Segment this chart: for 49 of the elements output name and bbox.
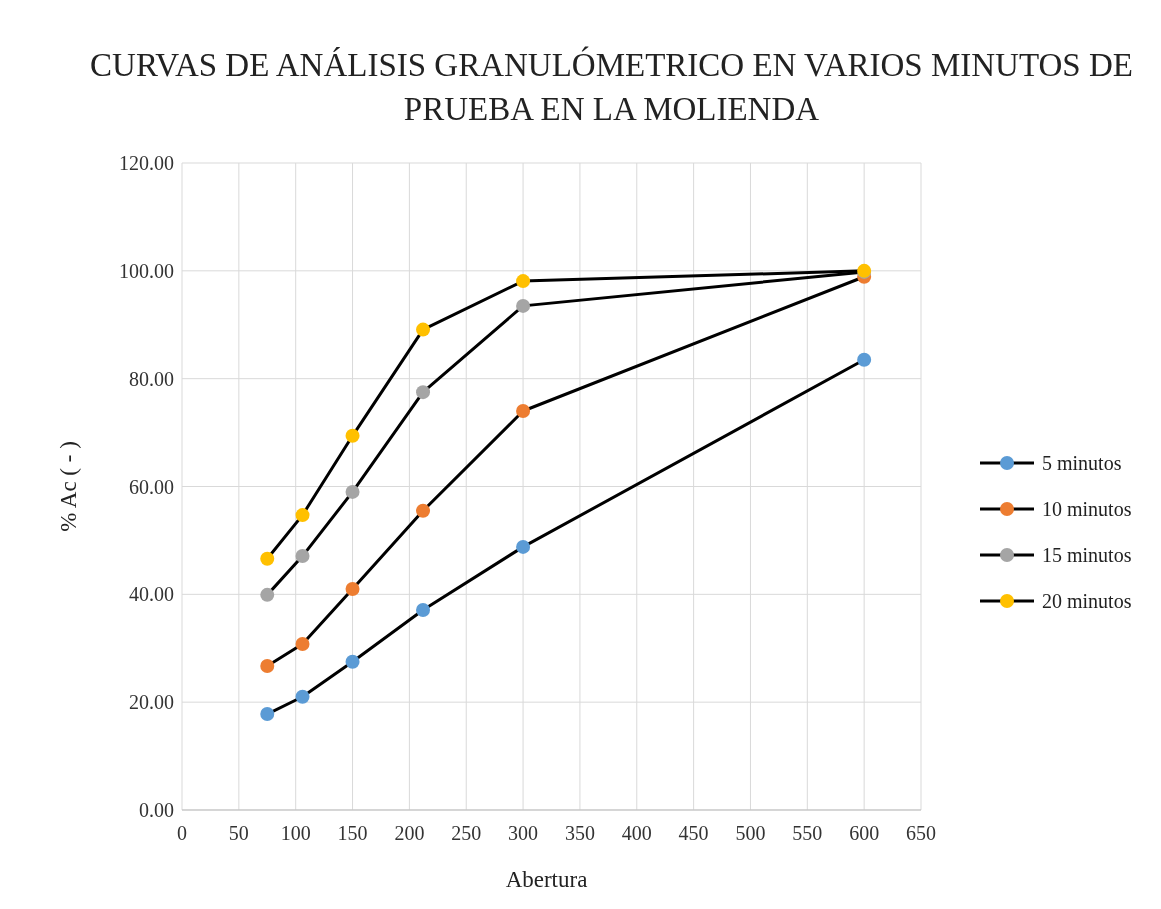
x-tick-label: 150	[337, 822, 368, 844]
y-tick-label: 20.00	[129, 691, 174, 714]
point	[295, 508, 310, 523]
x-tick-label: 450	[678, 822, 709, 844]
point	[345, 428, 360, 443]
point	[260, 551, 275, 566]
x-axis-title: Abertura	[505, 867, 588, 892]
point	[345, 581, 360, 596]
point	[516, 298, 531, 313]
y-tick-label: 100.00	[119, 259, 174, 282]
point	[295, 549, 310, 564]
point	[516, 274, 531, 289]
y-tick-label: 40.00	[129, 583, 174, 606]
point	[516, 539, 531, 554]
x-tick-label: 200	[394, 822, 425, 844]
point	[857, 352, 872, 367]
point	[345, 654, 360, 669]
point	[416, 503, 431, 518]
legend-label: 5 minutos	[1042, 452, 1122, 474]
x-tick-label: 250	[451, 822, 482, 844]
y-tick-label: 60.00	[129, 475, 174, 498]
y-tick-label: 0.00	[139, 799, 174, 821]
x-tick-label: 300	[508, 822, 539, 844]
point	[345, 484, 360, 499]
x-tick-label: 650	[906, 822, 936, 844]
point	[416, 322, 431, 337]
x-tick-label: 600	[849, 822, 880, 844]
y-axis-title: % Ac ( - )	[56, 441, 81, 532]
point	[260, 707, 275, 722]
chart-title: CURVAS DE ANÁLISIS GRANULÓMETRICO EN VARIOS MINUTOS DE PRUEBA EN LA MOLIENDA	[90, 46, 1133, 127]
x-tick-label: 0	[177, 822, 187, 844]
point	[260, 587, 275, 602]
y-tick-label: 80.00	[129, 367, 174, 390]
point	[260, 659, 275, 674]
legend-label: 15 minutos	[1042, 544, 1132, 566]
x-tick-label: 400	[621, 822, 652, 844]
x-tick-label: 350	[564, 822, 595, 844]
y-tick-label: 120.00	[119, 152, 174, 174]
point	[295, 689, 310, 704]
point	[516, 404, 531, 419]
point	[416, 602, 431, 617]
x-tick-label: 500	[735, 822, 766, 844]
x-tick-label: 550	[792, 822, 823, 844]
point	[295, 636, 310, 651]
legend-label: 10 minutos	[1042, 498, 1132, 520]
x-tick-label: 50	[228, 822, 249, 844]
legend-label: 20 minutos	[1042, 590, 1132, 612]
x-tick-label: 100	[280, 822, 311, 844]
point	[416, 385, 431, 400]
